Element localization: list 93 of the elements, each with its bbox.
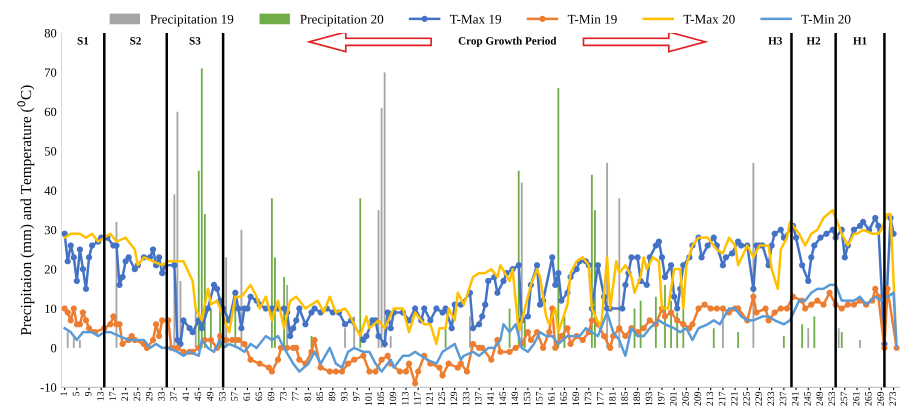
legend-label: T-Max 19 [450,14,502,24]
x-tick-label: 97 [353,392,360,401]
annotation: S3 [190,37,200,45]
annotation: H3 [768,37,782,45]
x-tick-label: 25 [134,392,140,401]
x-tick-label: 197 [658,392,664,406]
x-tick-label: 125 [438,392,445,406]
x-tick-label: 113 [402,392,408,405]
x-tick-label: 217 [718,392,726,406]
x-tick-label: 109 [390,392,396,406]
x-tick-label: 233 [768,392,774,406]
x-tick-label: 261 [852,392,860,406]
x-tick-label: 185 [621,392,628,406]
x-tick-label: 37 [170,392,177,401]
y-tick-label: 70 [45,68,56,77]
x-tick-label: 169 [572,392,580,406]
x-tick-label: 9 [84,392,92,396]
annotation: Crop Growth Period [458,36,556,47]
y-tick-label: -10 [40,383,56,392]
x-tick-label: 165 [560,392,567,406]
x-tick-label: 153 [524,392,530,406]
x-tick-label: 265 [865,392,872,406]
x-tick-label: 65 [256,392,262,401]
annotation: S2 [130,37,141,45]
x-tick-label: 53 [219,392,226,401]
x-tick-label: 13 [97,392,104,400]
x-tick-label: 181 [609,392,616,406]
y-tick-label: 20 [44,265,56,274]
y-tick-label: 60 [44,108,56,116]
x-tick-label: 57 [231,392,238,401]
x-tick-label: 1 [60,392,67,396]
y-tick-label: 80 [44,28,56,38]
annotation: H2 [806,37,820,44]
x-tick-label: 177 [596,392,604,406]
y-tick-label: 40 [44,186,56,195]
x-tick-label: 5 [72,392,80,396]
x-tick-label: 41 [182,392,189,401]
x-tick-label: 49 [206,392,214,401]
x-tick-label: 45 [194,392,202,401]
legend-label: T-Min 19 [568,14,617,24]
x-tick-label: 249 [816,392,823,406]
y-tick-label: 10 [45,304,56,313]
x-tick-label: 173 [584,392,592,406]
x-tick-label: 221 [730,392,738,406]
x-tick-label: 213 [706,392,714,406]
x-tick-label: 121 [426,392,433,406]
x-tick-label: 189 [633,392,640,406]
x-tick-label: 133 [462,392,470,406]
x-tick-label: 81 [304,392,311,401]
x-tick-label: 105 [377,392,384,406]
x-tick-label: 201 [670,392,677,406]
x-tick-label: 137 [475,392,482,406]
x-tick-label: 205 [682,392,689,406]
x-tick-label: 193 [646,392,652,406]
legend-label: Precipitation 20 [300,14,384,26]
x-tick-label: 93 [340,392,348,401]
y-tick-label: 30 [44,226,56,234]
annotation: H1 [853,37,867,44]
y-axis-title: Precipitaion (mm) and Temperature ($^{0}$C) [17,85,34,336]
x-tick-label: 129 [450,392,458,406]
x-tick-label: 273 [889,392,896,406]
x-tick-label: 225 [743,392,750,406]
x-tick-label: 269 [877,392,884,406]
x-tick-label: 89 [328,392,336,401]
legend-label: T-Min 20 [801,14,850,24]
x-tick-label: 77 [292,392,299,401]
x-tick-label: 85 [316,392,324,401]
x-tick-label: 241 [792,392,798,406]
x-tick-label: 257 [840,392,848,406]
y-tick-label: 50 [44,147,56,156]
annotation: S1 [78,37,88,45]
x-tick-label: 117 [414,392,420,405]
x-tick-label: 61 [243,392,250,401]
legend-label: T-Max 20 [684,14,735,24]
x-tick-label: 17 [109,392,116,400]
legend-label: Precipitation 19 [150,14,234,26]
x-tick-label: 237 [780,392,786,406]
x-tick-label: 245 [804,392,811,406]
x-tick-label: 73 [280,392,287,401]
x-tick-label: 157 [536,392,542,406]
x-tick-label: 253 [828,392,836,406]
x-tick-label: 145 [499,392,506,406]
x-tick-label: 21 [122,392,128,401]
x-tick-label: 101 [365,392,372,406]
x-tick-label: 161 [548,392,555,406]
x-tick-label: 29 [146,392,152,401]
x-tick-label: 209 [694,392,701,406]
x-tick-label: 33 [158,392,165,401]
x-tick-label: 141 [487,392,494,406]
x-tick-label: 69 [268,392,274,401]
x-tick-label: 229 [755,392,762,406]
x-tick-label: 149 [512,392,518,406]
y-tick-label: 0 [50,344,56,352]
